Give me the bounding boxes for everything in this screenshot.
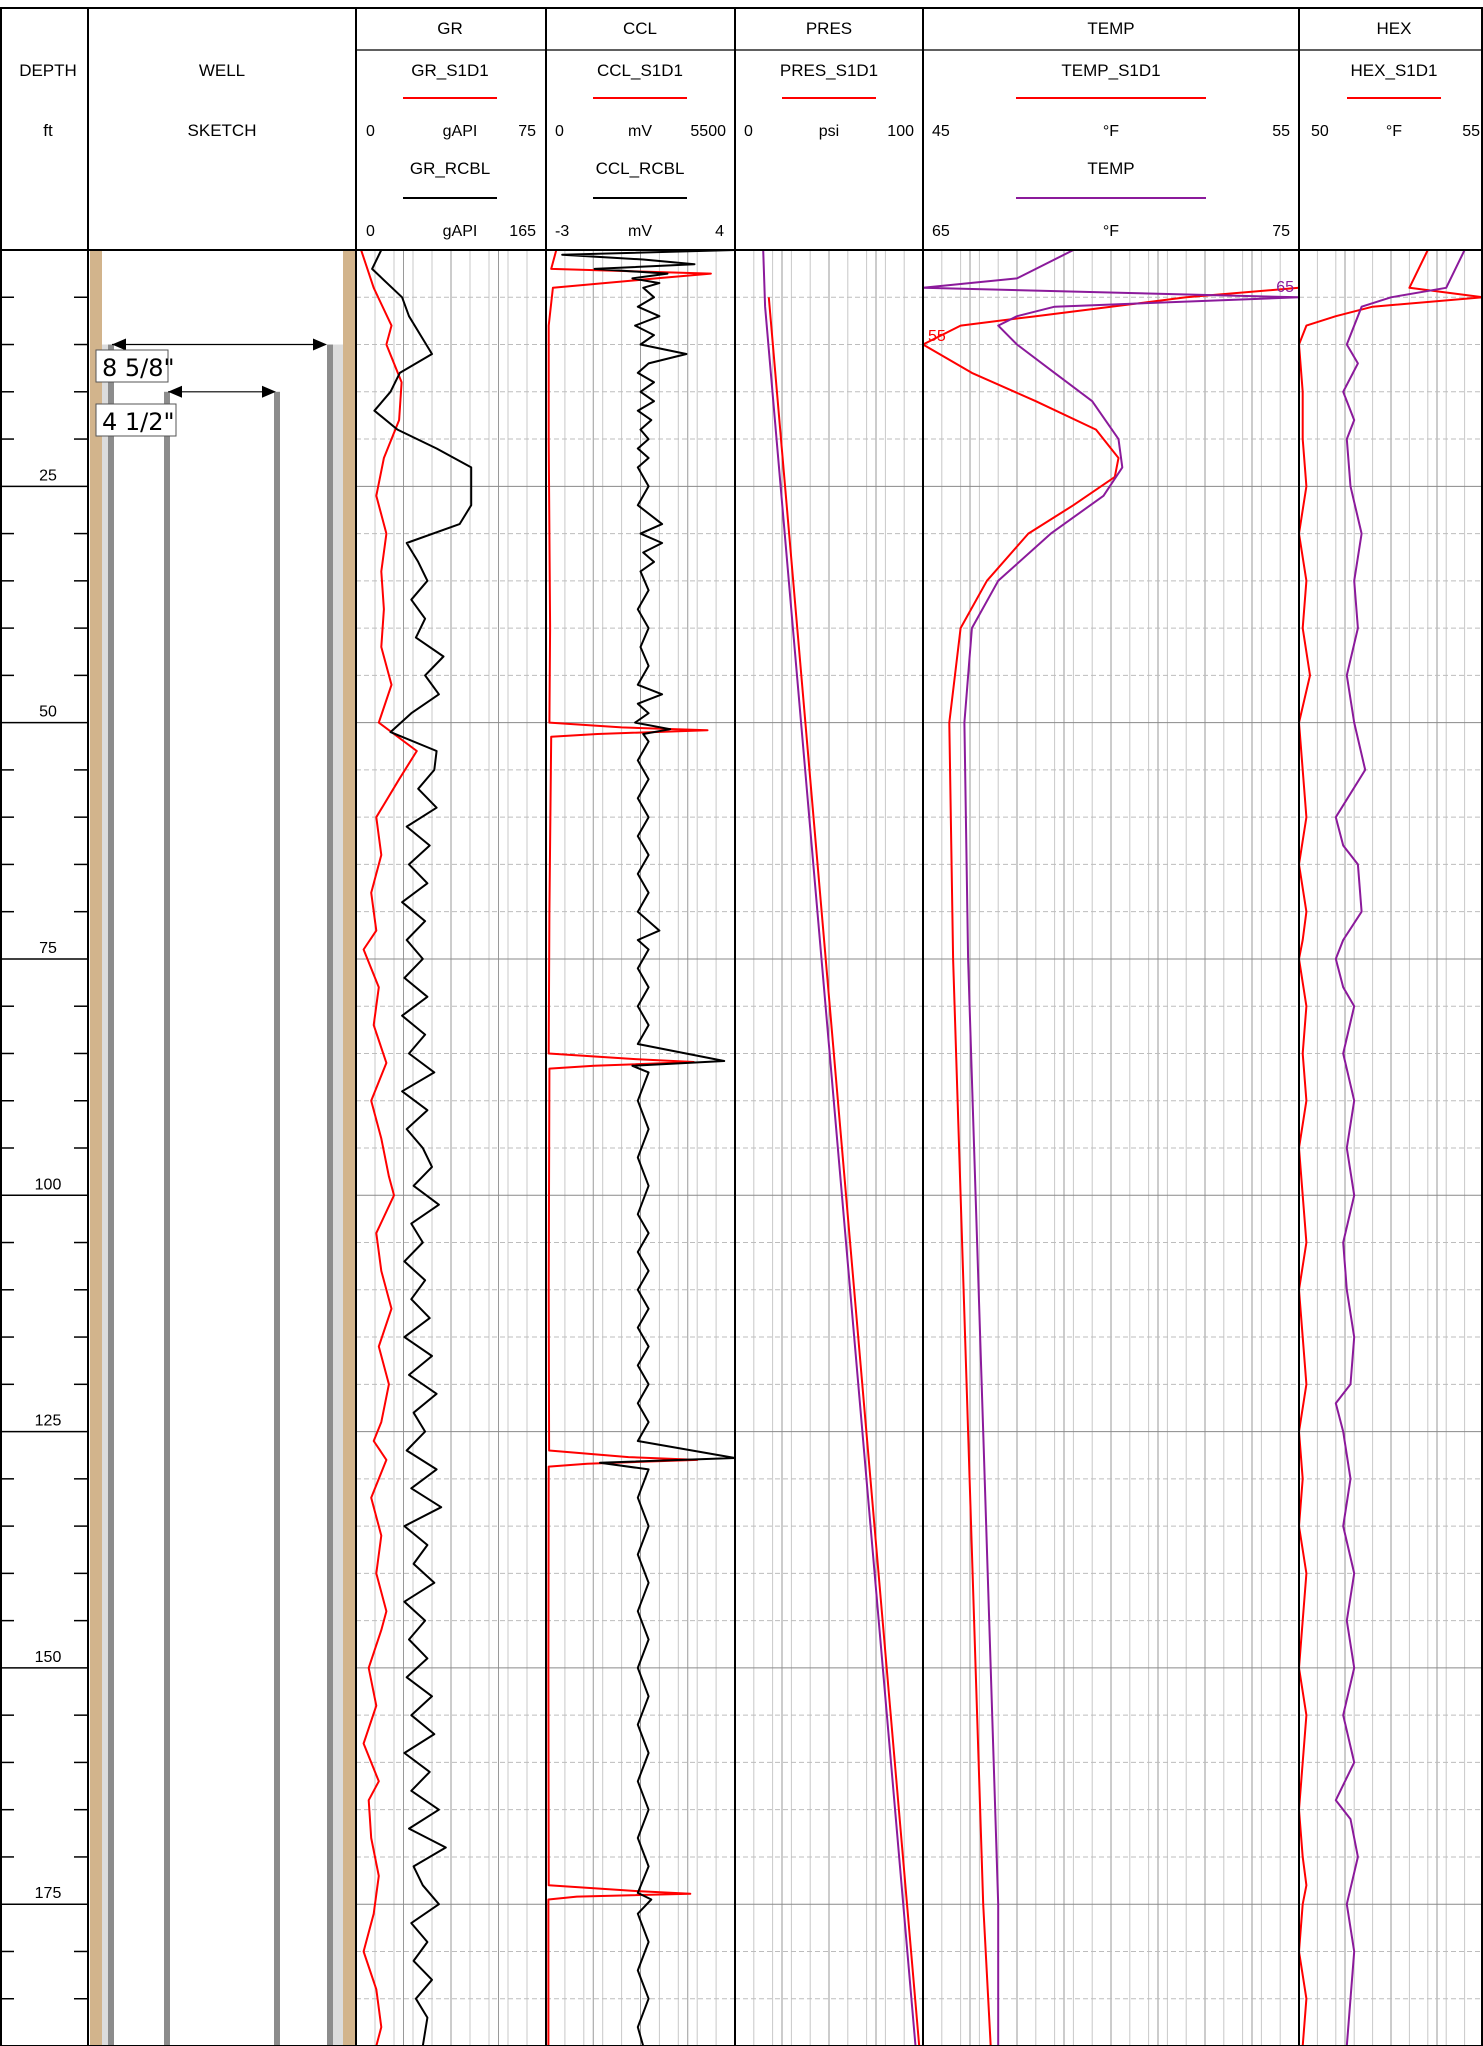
- track-title-ccl: CCL: [623, 19, 657, 38]
- depth-col-title: DEPTH: [19, 61, 77, 80]
- curve-pres-s1d1-overlay: [762, 249, 917, 2046]
- curve-ccl-rcbl: [561, 249, 736, 2046]
- annulus-right: [333, 344, 343, 2046]
- depth-label: 75: [39, 940, 57, 957]
- curve-name-pres-s1d1: PRES_S1D1: [780, 61, 878, 80]
- curve-ccl-s1d1: [547, 249, 712, 2046]
- depth-label: 25: [39, 467, 57, 484]
- curve-gr-s1d1: [360, 249, 418, 2046]
- scale-min-ccl-rcbl: -3: [555, 223, 569, 240]
- depth-label: 50: [39, 704, 57, 721]
- scale-unit-gr-rcbl: gAPI: [443, 223, 478, 240]
- track-title-pres: PRES: [806, 19, 852, 38]
- outer-frame: [0, 7, 1483, 2046]
- scale-unit-ccl-rcbl: mV: [628, 223, 652, 240]
- annotations: 55 65: [928, 279, 1294, 345]
- casing-label-0: 8 5/8": [102, 354, 175, 382]
- curve-gr-rcbl: [371, 249, 473, 2046]
- scale-unit-hex-s1d1: °F: [1386, 123, 1402, 140]
- track-title-temp: TEMP: [1087, 19, 1134, 38]
- curve-hex-s1d1-overlay: [1334, 249, 1466, 2046]
- depth-label: 100: [35, 1176, 62, 1193]
- scale-max-ccl-s1d1: 5500: [690, 123, 726, 140]
- curve-temp: [922, 249, 1300, 2046]
- casing-arrow-left-1: [168, 385, 182, 398]
- scale-unit-temp-s1d1: °F: [1103, 123, 1119, 140]
- curve-hex-s1d1: [1298, 249, 1483, 2046]
- depth-label: 150: [35, 1649, 62, 1666]
- curve-name-temp-s1d1: TEMP_S1D1: [1061, 61, 1160, 80]
- scale-min-ccl-s1d1: 0: [555, 123, 564, 140]
- scale-max-gr-s1d1: 75: [518, 123, 536, 140]
- well-sketch: [90, 250, 355, 2046]
- curve-name-gr-s1d1: GR_S1D1: [411, 61, 488, 80]
- log-header: DEPTH ft WELL SKETCH GR GR_S1D1 0 gAPI 7…: [19, 19, 1480, 240]
- casing-label-box-1: [95, 403, 177, 437]
- curve-name-temp: TEMP: [1087, 159, 1134, 178]
- annotation-temp-55: 55: [928, 328, 946, 345]
- depth-axis: 25 50 75 100 125 150 175: [0, 296, 88, 2000]
- annotation-temp-65: 65: [1276, 279, 1294, 296]
- track-title-gr: GR: [437, 19, 463, 38]
- casing-label-1: 4 1/2": [102, 408, 175, 436]
- scale-min-hex-s1d1: 50: [1311, 123, 1329, 140]
- track-title-hex: HEX: [1377, 19, 1412, 38]
- curve-layer: [360, 249, 1483, 2046]
- tubing-4-1-2-left-wall: [164, 391, 170, 2046]
- casing-label-box-0: [95, 349, 169, 383]
- scale-min-pres-s1d1: 0: [744, 123, 753, 140]
- casing-arrow-right-0: [313, 338, 327, 351]
- scale-min-gr-rcbl: 0: [366, 223, 375, 240]
- curve-temp-s1d1: [922, 286, 1300, 2046]
- casing-arrow-right-1: [262, 385, 276, 398]
- scale-unit-ccl-s1d1: mV: [628, 123, 652, 140]
- scale-max-temp-s1d1: 55: [1272, 123, 1290, 140]
- scale-unit-temp: °F: [1103, 223, 1119, 240]
- casing-labels: 8 5/8" 4 1/2": [95, 349, 177, 437]
- scale-max-temp: 75: [1272, 223, 1290, 240]
- scale-min-temp: 65: [932, 223, 950, 240]
- scale-max-pres-s1d1: 100: [887, 123, 914, 140]
- cement-right: [343, 250, 355, 2046]
- depth-label: 125: [35, 1413, 62, 1430]
- scale-max-gr-rcbl: 165: [509, 223, 536, 240]
- curve-name-ccl-rcbl: CCL_RCBL: [596, 159, 685, 178]
- depth-label: 175: [35, 1885, 62, 1902]
- well-col-subtitle: SKETCH: [188, 121, 257, 140]
- curve-name-ccl-s1d1: CCL_S1D1: [597, 61, 683, 80]
- grid-layer: [356, 250, 1483, 2046]
- casing-8-5-8-left-wall: [108, 344, 114, 2046]
- well-col-title: WELL: [199, 61, 245, 80]
- scale-unit-pres-s1d1: psi: [819, 123, 839, 140]
- curve-name-hex-s1d1: HEX_S1D1: [1351, 61, 1438, 80]
- scale-unit-gr-s1d1: gAPI: [443, 123, 478, 140]
- curve-name-gr-rcbl: GR_RCBL: [410, 159, 490, 178]
- tubing-4-1-2-right-wall: [274, 391, 280, 2046]
- annulus-left: [102, 344, 112, 2046]
- scale-min-temp-s1d1: 45: [932, 123, 950, 140]
- curve-pres-s1d1: [767, 297, 921, 2046]
- frame-layer: [0, 7, 1483, 2046]
- cement-left: [90, 250, 102, 2046]
- scale-max-hex-s1d1: 55: [1462, 123, 1480, 140]
- scale-min-gr-s1d1: 0: [366, 123, 375, 140]
- depth-col-unit: ft: [43, 121, 53, 140]
- casing-8-5-8-right-wall: [327, 344, 333, 2046]
- scale-max-ccl-rcbl: 4: [715, 223, 724, 240]
- casing-arrow-left-0: [112, 338, 126, 351]
